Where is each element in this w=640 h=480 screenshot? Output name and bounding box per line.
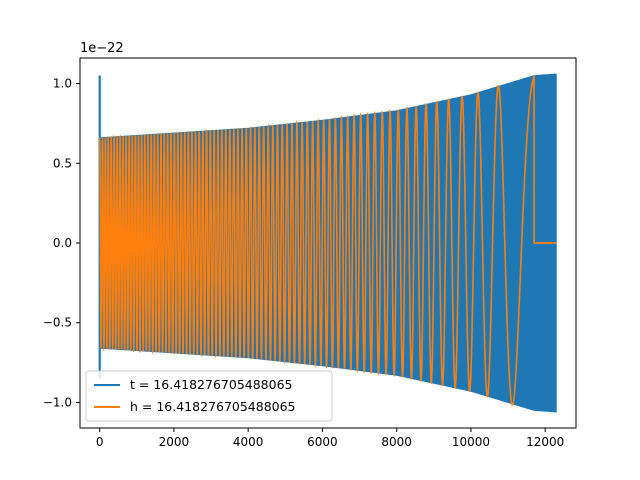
legend-label: h = 16.418276705488065 — [130, 399, 296, 414]
x-axis: 0 2000 4000 6000 8000 10000 12000 — [96, 428, 564, 449]
legend-label: t = 16.418276705488065 — [130, 377, 293, 392]
y-tick-label: 0.0 — [53, 236, 72, 250]
x-tick-label: 10000 — [452, 435, 490, 449]
x-tick-label: 4000 — [233, 435, 264, 449]
data-layer — [98, 73, 557, 413]
series-h-line — [98, 75, 557, 406]
legend: t = 16.418276705488065 h = 16.41827670548… — [85, 370, 333, 422]
x-tick-label: 0 — [96, 435, 104, 449]
series-h — [98, 75, 557, 406]
y-tick-label: 0.5 — [53, 156, 72, 170]
x-tick-label: 12000 — [526, 435, 564, 449]
x-tick-label: 8000 — [381, 435, 412, 449]
y-tick-label: −0.5 — [43, 316, 72, 330]
y-tick-label: −1.0 — [43, 395, 72, 409]
x-tick-label: 6000 — [307, 435, 338, 449]
y-axis: −1.0 −0.5 0.0 0.5 1.0 — [43, 77, 80, 409]
legend-box — [85, 370, 333, 422]
y-offset-label: 1e−22 — [80, 41, 124, 56]
y-tick-label: 1.0 — [53, 77, 72, 91]
x-tick-label: 2000 — [159, 435, 190, 449]
